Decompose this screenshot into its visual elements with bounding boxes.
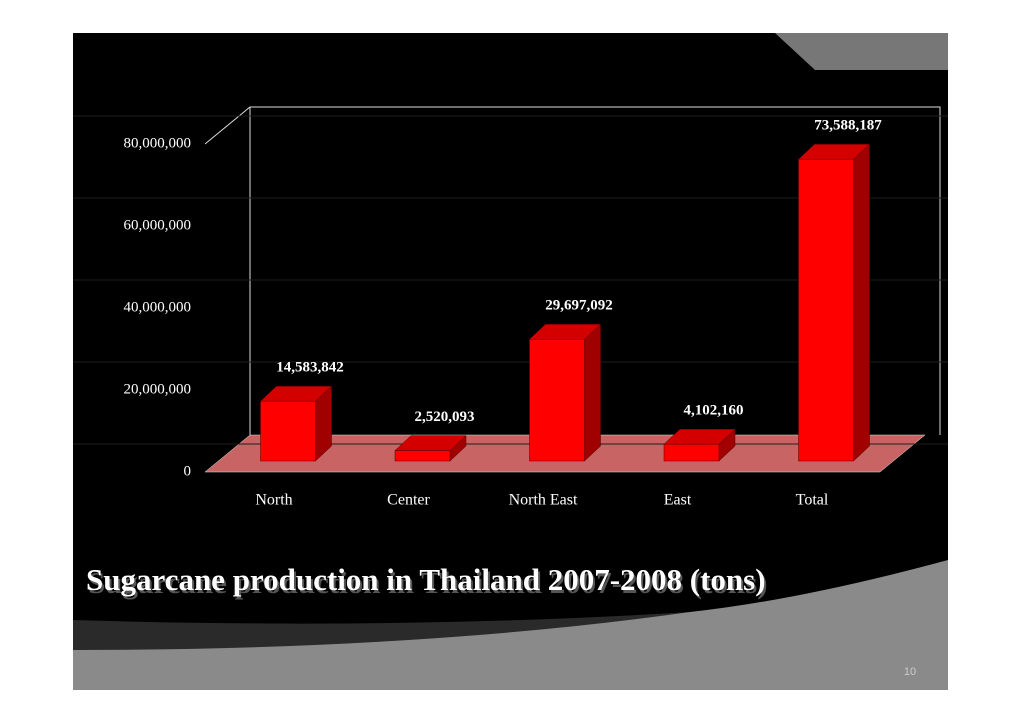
decoration — [73, 560, 948, 690]
chart: 0 20,000,000 40,000,000 60,000,000 80,000,00… — [73, 106, 948, 509]
x-tick-label: East — [664, 492, 692, 509]
y-tick-label: 40,000,000 — [124, 299, 192, 315]
chart-title: Sugarcane production in Thailand 2007-20… — [86, 562, 766, 597]
value-label: 73,588,187 — [814, 118, 882, 134]
x-tick-label: Total — [796, 492, 829, 509]
bar — [394, 435, 467, 462]
value-label: 2,520,093 — [415, 409, 475, 425]
x-tick-label: Center — [387, 492, 430, 509]
value-label: 29,697,092 — [545, 298, 613, 314]
bar-side — [853, 143, 870, 462]
value-label: 4,102,160 — [684, 403, 744, 419]
page-number: 10 — [904, 666, 916, 678]
title-shadow: Sugarcane production in Thailand 2007-20… — [88, 565, 768, 600]
bar-front — [260, 400, 316, 462]
decoration — [775, 33, 948, 70]
y-tick-label: 0 — [184, 463, 192, 479]
x-tick-label: North — [255, 492, 292, 509]
bar-front — [798, 159, 854, 462]
bar — [259, 385, 333, 462]
decoration — [73, 612, 690, 650]
wall-edge — [204, 106, 251, 145]
bar-front — [529, 338, 585, 462]
value-label: 14,583,842 — [276, 360, 344, 376]
y-tick-label: 80,000,000 — [124, 135, 192, 151]
y-tick-label: 20,000,000 — [124, 381, 192, 397]
bar — [797, 143, 871, 462]
bar — [528, 323, 602, 462]
back-wall — [249, 106, 941, 435]
bar-front — [663, 443, 720, 462]
bar — [663, 428, 736, 462]
bar-front — [394, 450, 451, 462]
x-tick-label: North East — [509, 492, 578, 509]
bar-side — [584, 323, 601, 462]
y-tick-label: 60,000,000 — [124, 217, 192, 233]
